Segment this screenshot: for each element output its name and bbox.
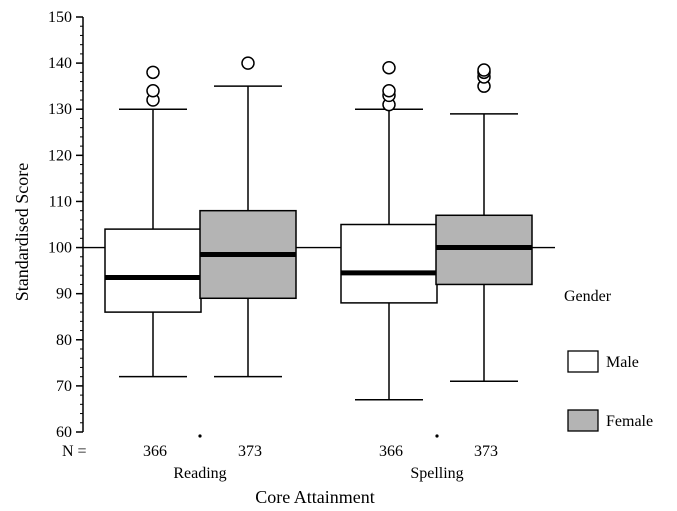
box-female-spelling — [435, 63, 533, 383]
outlier-point — [146, 65, 160, 80]
outlier-point — [382, 84, 396, 98]
category-tick-mark — [435, 434, 439, 438]
y-tick-label: 120 — [48, 147, 72, 164]
legend-title: Gender — [564, 288, 612, 305]
box-male-spelling — [340, 60, 438, 401]
legend-label-male: Male — [606, 354, 639, 371]
iqr-box — [340, 223, 438, 304]
y-tick-label: 90 — [56, 286, 72, 303]
y-tick-label: 110 — [49, 193, 72, 210]
outlier-point — [477, 63, 491, 77]
iqr-box — [104, 228, 202, 313]
n-count-label: 373 — [238, 443, 262, 460]
category-tick-mark — [198, 434, 202, 438]
category-label-reading: Reading — [173, 465, 226, 482]
y-tick-label: 150 — [48, 9, 72, 26]
n-label: N = — [62, 443, 87, 460]
y-tick-label: 100 — [48, 240, 72, 257]
y-tick-label: 80 — [56, 332, 72, 349]
n-count-label: 366 — [143, 443, 167, 460]
y-axis: 60 70 80 90 100 110 120 130 140 150 — [48, 9, 84, 441]
box-female-reading — [199, 56, 297, 378]
y-tick-label: 70 — [56, 378, 72, 395]
legend: Gender Male Female — [564, 288, 653, 432]
outlier-point — [146, 84, 160, 98]
outlier-point — [241, 56, 255, 70]
y-tick-label: 130 — [48, 101, 72, 118]
legend-label-female: Female — [606, 413, 653, 430]
x-axis-title: Core Attainment — [255, 487, 374, 507]
y-tick-label: 60 — [56, 424, 72, 441]
y-axis-title: Standardised Score — [12, 163, 32, 301]
outlier-point — [382, 60, 396, 75]
y-tick-label: 140 — [48, 55, 72, 72]
legend-swatch-male — [567, 350, 599, 373]
plot-area: 366 373 366 373 Reading Spelling — [83, 56, 555, 482]
legend-swatch-female — [567, 409, 599, 432]
box-male-reading — [104, 65, 202, 378]
category-label-spelling: Spelling — [410, 465, 463, 482]
n-count-label: 366 — [379, 443, 403, 460]
n-count-label: 373 — [474, 443, 498, 460]
